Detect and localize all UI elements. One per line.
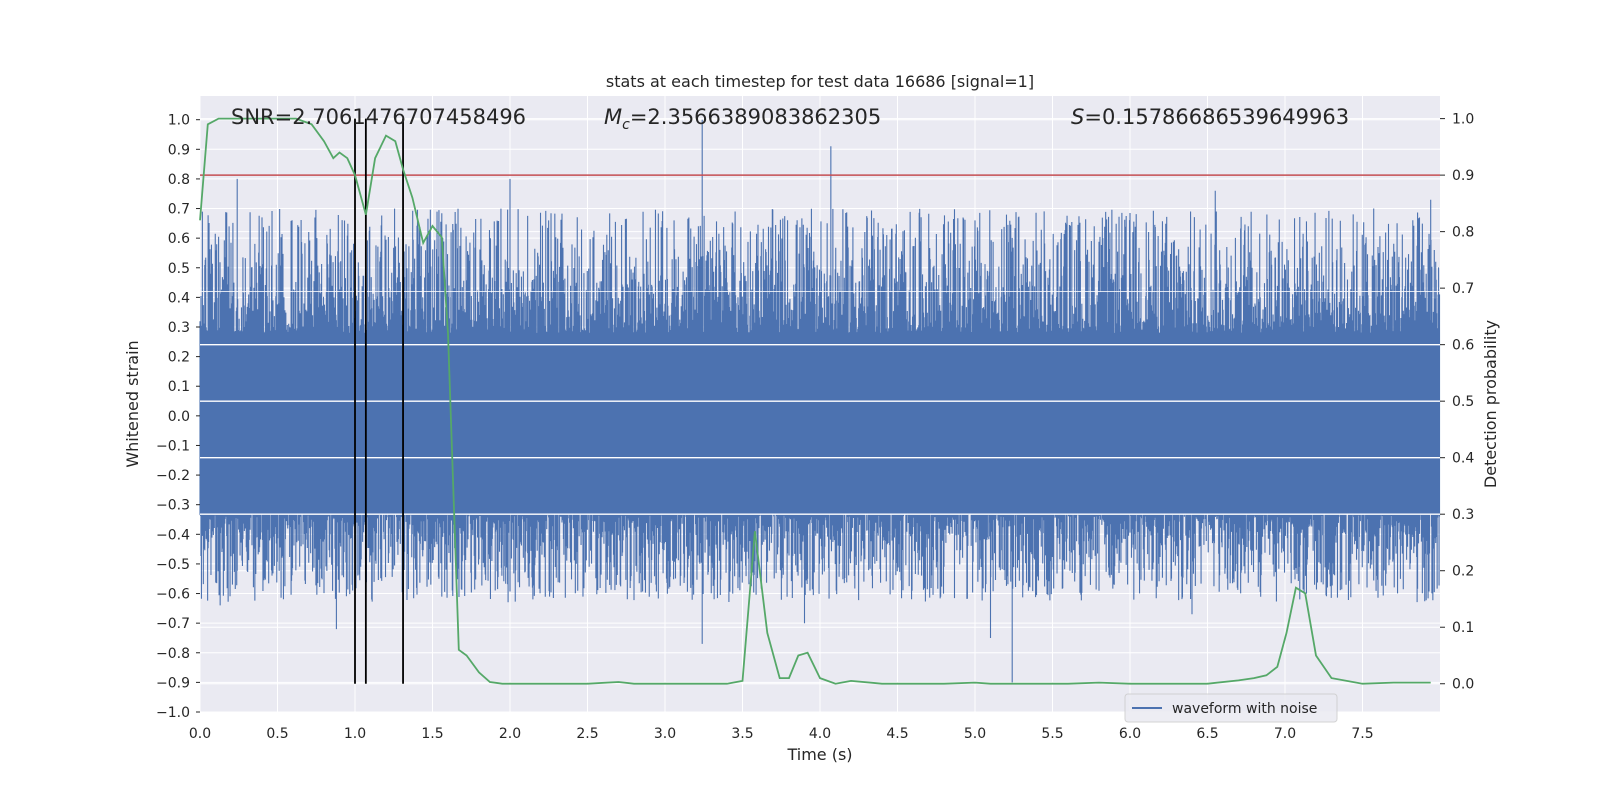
y-tick-label: −0.8 [156, 646, 190, 662]
waveform-line [199, 119, 1441, 683]
y2-tick-label: 0.7 [1452, 281, 1474, 297]
x-tick-label: 2.0 [499, 726, 521, 742]
y-axis-label: Whitened strain [123, 340, 142, 467]
probability-line [199, 117, 1431, 685]
chirp-mass-symbol: M [604, 105, 622, 129]
y2-axis-label: Detection probability [1481, 320, 1500, 488]
y-tick-label: −1.0 [156, 705, 190, 721]
y2-tick-label: 0.3 [1452, 507, 1474, 523]
x-tick-label: 6.0 [1119, 726, 1141, 742]
s-symbol: S [1071, 105, 1084, 129]
y-tick-label: 0.2 [168, 350, 190, 366]
x-tick-label: 5.5 [1041, 726, 1063, 742]
y-tick-label: −0.9 [156, 675, 190, 691]
y-tick-label: 0.6 [168, 231, 190, 247]
snr-annotation: SNR=2.7061476707458496 [231, 105, 526, 129]
x-tick-label: 1.0 [344, 726, 366, 742]
chirp-mass-value: =2.3566389083862305 [630, 105, 881, 129]
y-tick-label: 0.0 [168, 409, 190, 425]
axes: 0.0 0.5 1.0 1.5 2.0 2.5 3.0 3.5 4.0 4.5 5.0 5.5 6.0 6… [156, 112, 1474, 742]
y-tick-label: −0.4 [156, 527, 190, 543]
x-tick-label: 7.5 [1351, 726, 1373, 742]
legend: waveform with noise [1124, 693, 1338, 723]
x-tick-label: 0.0 [189, 726, 211, 742]
y2-tick-label: 0.4 [1452, 451, 1474, 467]
y2-tick-label: 0.9 [1452, 168, 1474, 184]
legend-label: waveform with noise [1172, 701, 1317, 717]
y-tick-label: −0.6 [156, 587, 190, 603]
y-tick-label: −0.5 [156, 557, 190, 573]
chirp-mass-annotation: Mc=2.3566389083862305 [604, 105, 881, 133]
y-tick-label: 0.9 [168, 142, 190, 158]
y-tick-label: 0.7 [168, 202, 190, 218]
chirp-mass-subscript: c [622, 117, 630, 133]
x-axis-label: Time (s) [786, 745, 852, 764]
x-tick-label: 3.5 [731, 726, 753, 742]
x-tick-label: 5.0 [964, 726, 986, 742]
y-tick-label: 0.1 [168, 379, 190, 395]
s-value: =0.15786686539649963 [1084, 105, 1349, 129]
x-tick-label: 7.0 [1274, 726, 1296, 742]
y-tick-label: 0.3 [168, 320, 190, 336]
y2-tick-label: 0.6 [1452, 338, 1474, 354]
y-tick-label: 0.8 [168, 172, 190, 188]
y-tick-label: 0.5 [168, 261, 190, 277]
s-annotation: S=0.15786686539649963 [1071, 105, 1349, 129]
y-tick-label: 1.0 [168, 113, 190, 129]
x-tick-label: 4.0 [809, 726, 831, 742]
x-tick-label: 6.5 [1196, 726, 1218, 742]
waveform-series [199, 119, 1441, 683]
y2-tick-label: 0.1 [1452, 620, 1474, 636]
y-tick-label: 0.4 [168, 290, 190, 306]
y-tick-label: −0.2 [156, 468, 190, 484]
y2-tick-label: 0.5 [1452, 394, 1474, 410]
y2-tick-label: 0.2 [1452, 564, 1474, 580]
y2-tick-label: 0.0 [1452, 677, 1474, 693]
x-tick-label: 1.5 [421, 726, 443, 742]
chart-title: stats at each timestep for test data 166… [606, 72, 1034, 91]
y-tick-label: −0.3 [156, 498, 190, 514]
x-tick-label: 4.5 [886, 726, 908, 742]
legend-box [1124, 693, 1338, 723]
x-tick-label: 2.5 [576, 726, 598, 742]
y2-tick-label: 0.8 [1452, 225, 1474, 241]
x-tick-label: 0.5 [266, 726, 288, 742]
x-tick-label: 3.0 [654, 726, 676, 742]
y2-tick-label: 1.0 [1452, 112, 1474, 128]
y-tick-label: −0.1 [156, 438, 190, 454]
y-tick-label: −0.7 [156, 616, 190, 632]
probability-series [199, 117, 1431, 685]
